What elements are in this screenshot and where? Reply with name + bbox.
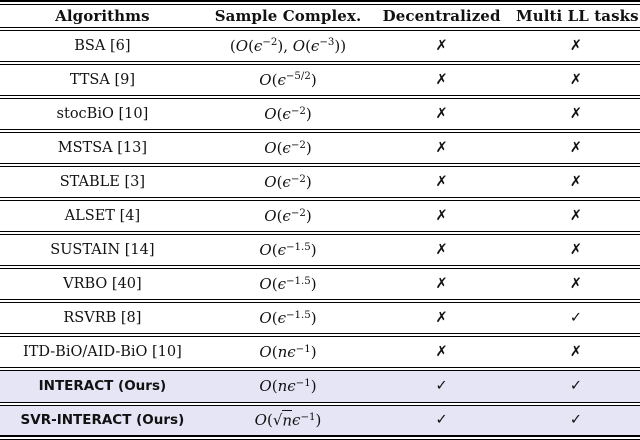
algorithm-name-cell: SVR-INTERACT (Ours)	[20, 412, 185, 429]
multi-ll-tasks-mark-cell: ✓	[569, 378, 583, 395]
sample-complexity-cell: O(ϵ−2)	[264, 139, 312, 158]
decentralized-mark-cell: ✗	[435, 276, 448, 293]
multi-ll-tasks-mark-cell: ✗	[569, 174, 583, 191]
decentralized-mark-cell: ✗	[435, 38, 448, 55]
header-row: Algorithms Sample Complex. Decentralized…	[0, 5, 640, 29]
algorithm-name-cell: RSVRB [8]	[63, 310, 142, 327]
sample-complexity-cell: O(ϵ−1.5)	[259, 241, 317, 260]
algorithm-name-cell: ITD-BiO/AID-BiO [10]	[22, 344, 182, 361]
algorithm-name-cell: ALSET [4]	[64, 208, 141, 225]
multi-ll-tasks-mark-cell: ✗	[569, 106, 583, 123]
table-row: MSTSA [13] O(ϵ−2) ✗ ✗	[0, 131, 640, 166]
table-row: stocBiO [10] O(ϵ−2) ✗ ✗	[0, 97, 640, 132]
algorithms-comparison-table: Algorithms Sample Complex. Decentralized…	[0, 5, 640, 435]
decentralized-mark-cell: ✗	[435, 106, 448, 123]
decentralized-mark-cell: ✗	[435, 310, 448, 327]
decentralized-mark-cell: ✗	[435, 174, 448, 191]
algorithm-name-cell: SUSTAIN [14]	[50, 242, 155, 259]
decentralized-mark-cell: ✗	[435, 72, 448, 89]
sqrt-radical: √	[272, 411, 283, 430]
table-row: SUSTAIN [14] O(ϵ−1.5) ✗ ✗	[0, 233, 640, 268]
decentralized-mark-cell: ✓	[435, 378, 448, 395]
decentralized-mark-cell: ✗	[435, 344, 448, 361]
sample-complexity-cell: O(ϵ−1.5)	[259, 275, 317, 294]
col-header-multi-ll-tasks: Multi LL tasks	[515, 7, 639, 25]
top-rule-thick	[0, 0, 640, 2]
multi-ll-tasks-mark-cell: ✗	[569, 72, 583, 89]
multi-ll-tasks-mark-cell: ✗	[569, 276, 583, 293]
multi-ll-tasks-mark-cell: ✗	[569, 208, 583, 225]
bottom-rule-thick	[0, 435, 640, 437]
col-header-decentralized: Decentralized	[382, 7, 501, 25]
multi-ll-tasks-mark-cell: ✗	[569, 38, 583, 55]
table-body: BSA [6] (O(ϵ−2), O(ϵ−3)) ✗ ✗ TTSA [9] O(…	[0, 29, 640, 435]
col-header-algorithms: Algorithms	[55, 7, 150, 25]
sample-complexity-cell: O(nϵ−1)	[259, 343, 317, 362]
algorithm-name-cell: BSA [6]	[74, 38, 131, 55]
algorithm-name-cell: MSTSA [13]	[57, 140, 148, 157]
decentralized-mark-cell: ✗	[435, 140, 448, 157]
multi-ll-tasks-mark-cell: ✓	[569, 310, 583, 327]
sample-complexity-cell: O(ϵ−2)	[264, 207, 312, 226]
algorithm-name-cell: STABLE [3]	[59, 174, 146, 191]
top-rule-thin	[0, 4, 640, 5]
table-row: VRBO [40] O(ϵ−1.5) ✗ ✗	[0, 267, 640, 302]
sample-complexity-cell: O(nϵ−1)	[259, 377, 317, 396]
table-row: RSVRB [8] O(ϵ−1.5) ✗ ✓	[0, 301, 640, 336]
sample-complexity-cell: O(ϵ−1.5)	[259, 309, 317, 328]
sample-complexity-cell: O(√nϵ−1)	[254, 409, 322, 430]
decentralized-mark-cell: ✗	[435, 208, 448, 225]
algorithm-name-cell: stocBiO [10]	[56, 106, 149, 123]
multi-ll-tasks-mark-cell: ✗	[569, 242, 583, 259]
multi-ll-tasks-mark-cell: ✗	[569, 344, 583, 361]
table-row: TTSA [9] O(ϵ−5/2) ✗ ✗	[0, 63, 640, 98]
table-row: BSA [6] (O(ϵ−2), O(ϵ−3)) ✗ ✗	[0, 29, 640, 64]
table-row: ALSET [4] O(ϵ−2) ✗ ✗	[0, 199, 640, 234]
sample-complexity-cell: O(ϵ−5/2)	[259, 71, 317, 90]
table-row: INTERACT (Ours) O(nϵ−1) ✓ ✓	[0, 369, 640, 404]
col-header-sample-complexity: Sample Complex.	[214, 7, 362, 25]
algorithm-name-cell: TTSA [9]	[69, 72, 135, 89]
decentralized-mark-cell: ✓	[435, 412, 448, 429]
multi-ll-tasks-mark-cell: ✓	[569, 412, 583, 429]
sample-complexity-cell: (O(ϵ−2), O(ϵ−3))	[229, 37, 347, 56]
decentralized-mark-cell: ✗	[435, 242, 448, 259]
table-row: SVR-INTERACT (Ours) O(√nϵ−1) ✓ ✓	[0, 403, 640, 435]
algorithm-name-cell: VRBO [40]	[63, 276, 142, 293]
sample-complexity-cell: O(ϵ−2)	[264, 173, 312, 192]
multi-ll-tasks-mark-cell: ✗	[569, 140, 583, 157]
sample-complexity-cell: O(ϵ−2)	[264, 105, 312, 124]
algorithm-name-cell: INTERACT (Ours)	[38, 378, 167, 395]
table-row: STABLE [3] O(ϵ−2) ✗ ✗	[0, 165, 640, 200]
table-row: ITD-BiO/AID-BiO [10] O(nϵ−1) ✗ ✗	[0, 335, 640, 370]
